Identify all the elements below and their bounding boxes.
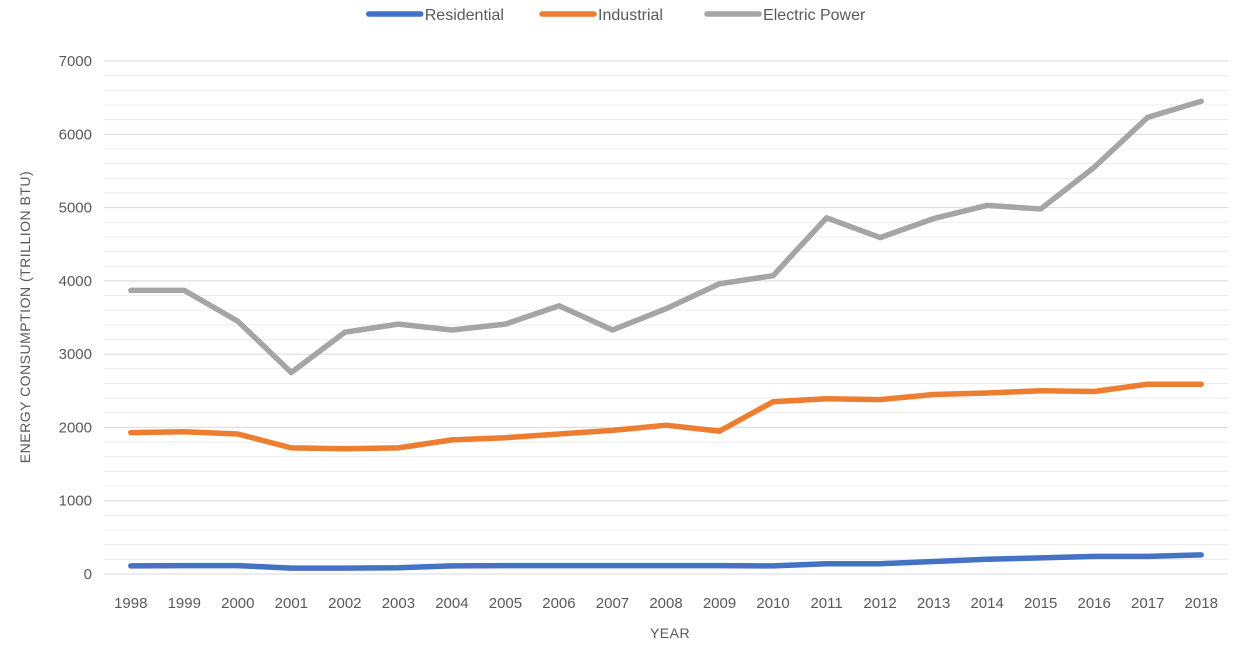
y-tick-label: 2000 <box>59 419 92 436</box>
gridlines <box>104 60 1228 575</box>
series-line-residential <box>128 552 1204 571</box>
legend-label: Electric Power <box>763 7 866 24</box>
x-tick-label: 1998 <box>114 595 147 612</box>
y-axis-title: ENERGY CONSUMPTION (TRILLION BTU) <box>17 171 33 463</box>
y-axis-ticks: 0 1000 2000 3000 4000 5000 6000 7000 <box>59 53 92 583</box>
y-tick-label: 1000 <box>59 493 92 510</box>
x-tick-label: 2014 <box>970 595 1003 612</box>
y-tick-label: 0 <box>84 566 92 583</box>
legend-item: Residential <box>366 7 504 24</box>
y-tick-label: 5000 <box>59 200 92 217</box>
x-axis-title: YEAR <box>650 625 690 641</box>
x-tick-label: 2010 <box>756 595 789 612</box>
y-tick-label: 6000 <box>59 126 92 143</box>
x-tick-label: 2007 <box>596 595 629 612</box>
legend: Residential Industrial Electric Power <box>366 7 866 24</box>
y-tick-label: 4000 <box>59 273 92 290</box>
legend-item: Electric Power <box>704 7 866 24</box>
legend-label: Residential <box>425 7 504 24</box>
x-tick-label: 2011 <box>810 595 842 612</box>
x-tick-label: 2004 <box>435 595 468 612</box>
series-lines <box>128 98 1204 571</box>
series-line-industrial <box>128 381 1204 452</box>
x-tick-label: 2001 <box>275 595 308 612</box>
x-tick-label: 2009 <box>703 595 736 612</box>
x-tick-label: 2003 <box>382 595 415 612</box>
legend-label: Industrial <box>598 7 663 24</box>
x-tick-label: 2013 <box>917 595 950 612</box>
x-tick-label: 2016 <box>1078 595 1111 612</box>
legend-item: Industrial <box>539 7 663 24</box>
x-tick-label: 2017 <box>1131 595 1164 612</box>
x-tick-label: 2012 <box>863 595 896 612</box>
x-tick-label: 2000 <box>221 595 254 612</box>
x-tick-label: 2015 <box>1024 595 1057 612</box>
series-line-electric-power <box>128 98 1204 376</box>
y-tick-label: 3000 <box>59 346 92 363</box>
x-tick-label: 2002 <box>328 595 361 612</box>
x-tick-label: 2006 <box>542 595 575 612</box>
x-tick-label: 2005 <box>489 595 522 612</box>
x-axis-ticks: 1998 1999 2000 2001 2002 2003 2004 2005 2006 2007… <box>114 595 1218 612</box>
x-tick-label: 1999 <box>168 595 201 612</box>
x-tick-label: 2018 <box>1185 595 1218 612</box>
y-tick-label: 7000 <box>59 53 92 70</box>
x-tick-label: 2008 <box>649 595 682 612</box>
